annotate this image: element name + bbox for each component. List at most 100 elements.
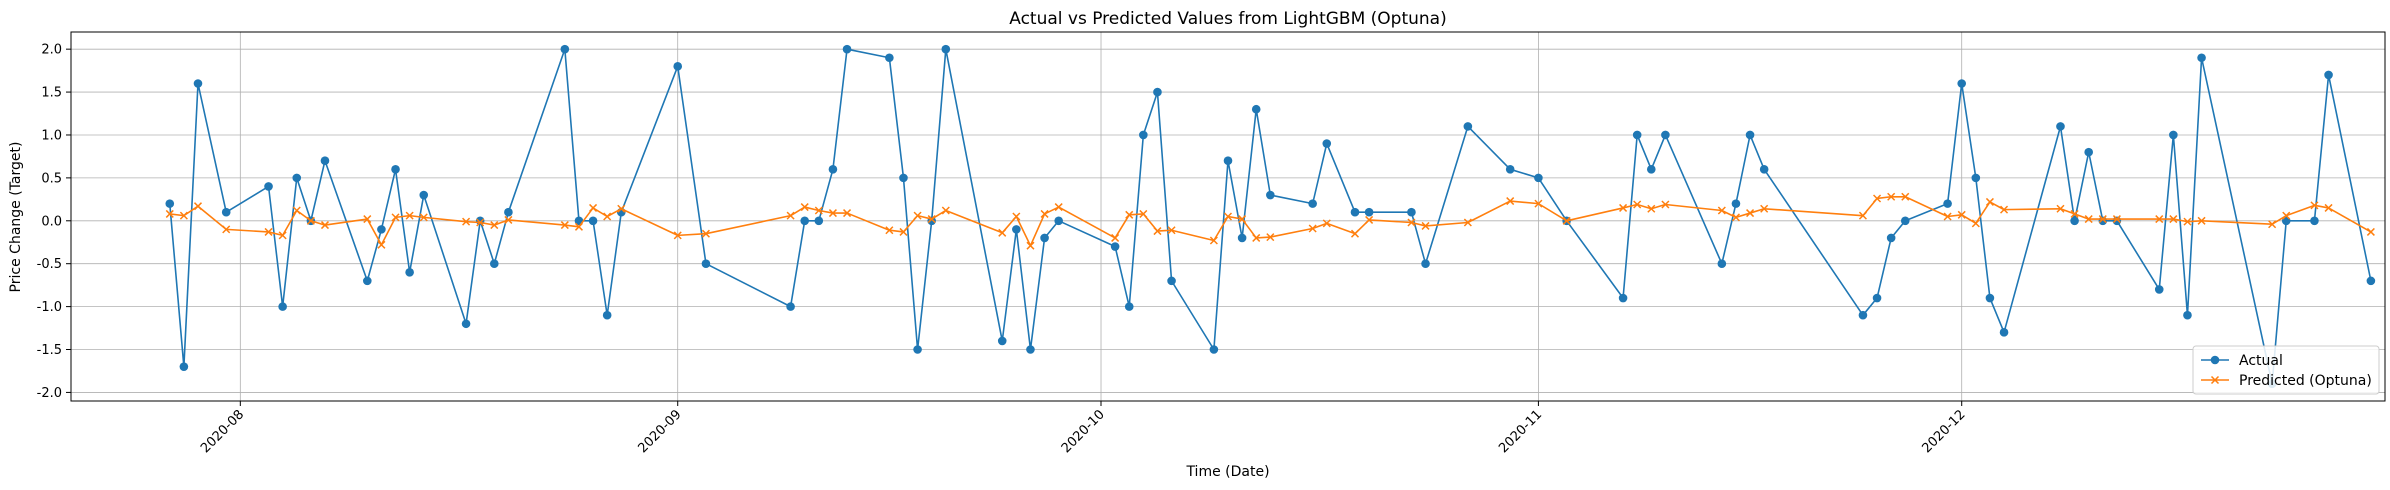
- data-point: [1125, 210, 1134, 219]
- data-point: [1139, 209, 1148, 218]
- data-point: [1717, 206, 1726, 215]
- data-point: [1463, 218, 1472, 227]
- data-point: [405, 211, 414, 220]
- data-point: [1266, 233, 1275, 242]
- data-point: [997, 336, 1007, 346]
- data-point: [405, 267, 414, 277]
- data-point: [1026, 241, 1035, 250]
- data-point: [2169, 130, 2178, 140]
- data-point: [1209, 236, 1218, 245]
- data-point: [419, 213, 428, 222]
- series-layer: [165, 44, 2376, 389]
- data-point: [828, 209, 837, 218]
- data-point: [1421, 221, 1430, 230]
- grid: [71, 32, 2385, 401]
- data-point: [574, 222, 583, 231]
- data-point: [1407, 207, 1416, 217]
- data-point: [2155, 215, 2164, 224]
- data-point: [1308, 199, 1317, 208]
- data-point: [2310, 216, 2319, 226]
- data-point: [1506, 197, 1515, 206]
- data-point: [1717, 259, 1727, 268]
- data-point: [602, 310, 612, 320]
- y-tick-label: -1.0: [37, 300, 62, 315]
- data-point: [1124, 302, 1134, 311]
- data-point: [1760, 204, 1769, 213]
- data-point: [179, 362, 189, 371]
- data-point: [1350, 229, 1360, 238]
- data-point: [1421, 259, 1430, 268]
- data-point: [1153, 227, 1162, 236]
- data-point: [2112, 215, 2121, 224]
- plot-border: [70, 31, 2386, 402]
- data-point: [998, 228, 1007, 237]
- data-point: [2169, 215, 2178, 224]
- legend: Actual Predicted (Optuna): [2192, 345, 2380, 395]
- data-point: [193, 79, 203, 88]
- data-point: [363, 215, 372, 224]
- data-point: [264, 227, 273, 236]
- x-tick-label: 2020-08: [198, 407, 247, 456]
- data-point: [1350, 207, 1360, 217]
- data-point: [1985, 293, 1995, 303]
- data-point: [941, 44, 951, 54]
- x-tick-label: 2020-09: [636, 407, 685, 456]
- data-point: [603, 212, 612, 221]
- data-point: [927, 215, 936, 224]
- data-point: [193, 202, 203, 211]
- data-point: [2070, 209, 2079, 218]
- data-point: [1534, 199, 1543, 208]
- data-point: [786, 211, 795, 220]
- data-point: [1618, 293, 1628, 303]
- data-point: [1999, 328, 2009, 337]
- data-point: [1661, 200, 1670, 209]
- data-point: [2000, 205, 2009, 214]
- data-point: [2098, 216, 2108, 226]
- data-point: [1322, 139, 1332, 148]
- data-point: [278, 302, 287, 311]
- plot-area: [70, 31, 2386, 402]
- data-point: [1237, 233, 1247, 243]
- data-point: [2183, 310, 2192, 320]
- data-point: [320, 221, 330, 230]
- data-point: [814, 206, 823, 215]
- data-point: [1111, 233, 1120, 242]
- data-point: [2310, 201, 2319, 210]
- data-point: [1858, 310, 1868, 320]
- legend-label: Actual: [2239, 353, 2283, 369]
- data-point: [490, 221, 499, 230]
- legend-marker: [2210, 355, 2220, 365]
- data-point: [222, 225, 231, 234]
- data-point: [800, 216, 810, 226]
- data-point: [2268, 220, 2277, 229]
- data-point: [1745, 130, 1755, 140]
- data-point: [1633, 200, 1642, 209]
- data-point: [617, 204, 626, 213]
- data-point: [1661, 130, 1670, 140]
- data-point: [391, 213, 400, 222]
- data-point: [2056, 204, 2065, 213]
- data-point: [1632, 130, 1642, 140]
- data-point: [1153, 87, 1162, 97]
- legend-marker: [2210, 375, 2220, 385]
- data-point: [1872, 293, 1882, 303]
- data-point: [2197, 53, 2206, 63]
- legend-label: Predicted (Optuna): [2239, 373, 2372, 389]
- data-point: [292, 173, 302, 183]
- data-point: [1887, 192, 1896, 201]
- data-point: [1746, 209, 1755, 218]
- data-point: [588, 216, 598, 226]
- data-point: [560, 221, 569, 230]
- data-point: [476, 218, 485, 227]
- data-point: [1167, 226, 1176, 235]
- data-point: [1252, 233, 1261, 242]
- data-point: [1308, 224, 1317, 233]
- data-point: [1012, 225, 1021, 234]
- data-point: [673, 62, 683, 71]
- data-point: [462, 217, 471, 226]
- data-point: [2084, 215, 2093, 224]
- data-point: [1971, 219, 1980, 228]
- data-point: [1901, 192, 1910, 201]
- data-point: [800, 203, 809, 212]
